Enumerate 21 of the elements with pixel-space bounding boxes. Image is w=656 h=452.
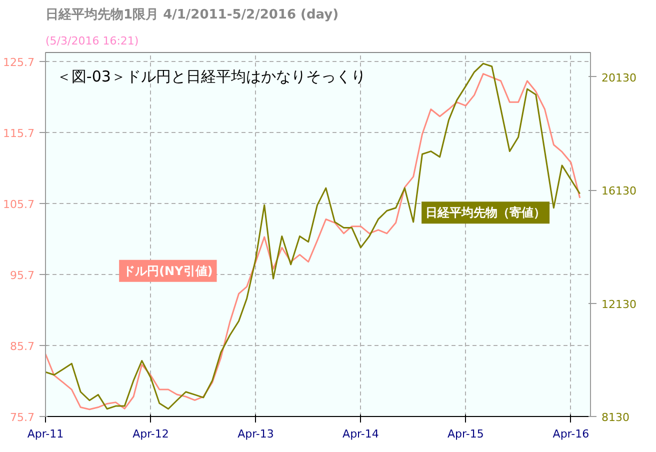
x-tick-label: Apr-16 <box>552 428 590 440</box>
chart-title: 日経平均先物1限月 4/1/2011-5/2/2016 (day) <box>46 8 339 22</box>
y-tick-label: 125.7 <box>3 56 35 70</box>
chart-subtitle: (5/3/2016 16:21) <box>46 34 139 48</box>
x-tick-label: Apr-12 <box>132 428 169 440</box>
x-tick-label: Apr-14 <box>342 428 379 440</box>
y2-tick-label: 8130 <box>602 411 630 424</box>
y-tick-label: 75.7 <box>10 411 35 424</box>
y-tick-label: 85.7 <box>10 340 35 354</box>
y2-tick-label: 16130 <box>602 184 636 198</box>
annotation: ＜図-03＞ドル円と日経平均はかなりそっくり <box>56 67 366 86</box>
text: ドル円(NY引値) <box>123 264 213 278</box>
y-tick-label: 95.7 <box>10 269 35 282</box>
y-tick-label: 115.7 <box>3 127 35 140</box>
y2-tick-label: 12130 <box>602 298 636 311</box>
x-tick-label: Apr-11 <box>27 428 64 440</box>
series-label: 日経平均先物（寄値） <box>426 206 546 220</box>
y-tick-label: 105.7 <box>3 198 35 212</box>
y2-tick-label: 20130 <box>602 71 636 84</box>
x-tick-label: Apr-13 <box>238 428 274 440</box>
x-tick-label: Apr-15 <box>448 428 484 440</box>
